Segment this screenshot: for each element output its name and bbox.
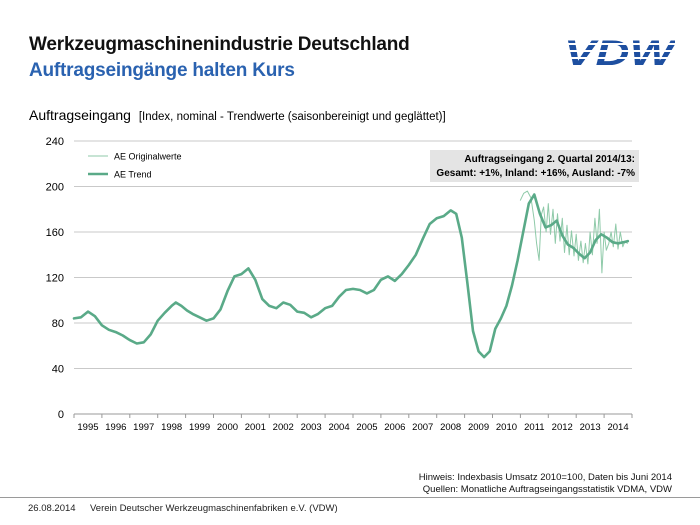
x-tick-label: 1998: [161, 422, 182, 433]
x-tick-label: 2012: [552, 422, 573, 433]
info-box-line1: Auftragseingang 2. Quartal 2014/13:: [464, 154, 635, 165]
series-lines: [72, 190, 630, 359]
note-source: Quellen: Monatliche Auftragseingangsstat…: [422, 484, 672, 495]
y-tick-label: 160: [46, 227, 64, 239]
x-tick-label: 1995: [77, 422, 98, 433]
x-tick-label: 2006: [384, 422, 405, 433]
y-tick-label: 80: [52, 318, 64, 330]
y-tick-label: 240: [46, 136, 64, 148]
legend-label: AE Originalwerte: [114, 152, 182, 162]
x-tick-label: 1997: [133, 422, 154, 433]
footer-organisation: Verein Deutscher Werkzeugmaschinenfabrik…: [90, 503, 338, 514]
y-tick-label: 0: [58, 409, 64, 421]
x-tick-label: 2010: [496, 422, 517, 433]
x-tick-label: 2011: [524, 422, 544, 433]
x-tick-label: 2013: [580, 422, 601, 433]
chart-heading-sub: [Index, nominal - Trendwerte (saisonbere…: [138, 111, 446, 123]
y-tick-label: 200: [46, 182, 64, 194]
footer-divider: [0, 497, 700, 498]
chart-heading: Auftragseingang [Index, nominal - Trendw…: [29, 107, 446, 123]
x-tick-label: 2005: [356, 422, 377, 433]
legend-label: AE Trend: [114, 170, 152, 180]
grid-lines: [74, 140, 632, 369]
footer-date: 26.08.2014: [28, 503, 76, 514]
x-tick-label: 1999: [189, 422, 210, 433]
x-tick-label: 1996: [105, 422, 126, 433]
series-line-trend: [72, 193, 630, 359]
info-box: Auftragseingang 2. Quartal 2014/13: Gesa…: [430, 150, 639, 182]
chart-subtitle: Auftragseingänge halten Kurs: [29, 60, 295, 81]
legend: AE Originalwerte AE Trend: [88, 152, 182, 180]
x-tick-label: 2001: [245, 422, 266, 433]
info-box-line2: Gesamt: +1%, Inland: +16%, Ausland: -7%: [436, 168, 635, 179]
chart-heading-main: Auftragseingang: [29, 107, 131, 123]
note-hint: Hinweis: Indexbasis Umsatz 2010=100, Dat…: [418, 472, 672, 483]
vdw-logo: VDW: [564, 36, 675, 68]
chart-title: Werkzeugmaschinenindustrie Deutschland: [29, 34, 410, 55]
x-tick-label: 2000: [217, 422, 238, 433]
y-tick-label: 120: [46, 273, 64, 285]
x-tick-label: 2008: [440, 422, 461, 433]
x-tick-label: 2007: [412, 422, 433, 433]
x-tick-label: 2004: [328, 422, 349, 433]
x-tick-label: 2009: [468, 422, 489, 433]
x-tick-label: 2003: [301, 422, 322, 433]
x-tick-label: 2002: [273, 422, 294, 433]
series-line-original: [519, 190, 628, 274]
axes: 0 40 80 120 160 200 240 1995 1996 1997 1998 1999 200…: [46, 136, 633, 433]
x-tick-label: 2014: [607, 422, 628, 433]
y-tick-label: 40: [52, 364, 64, 376]
